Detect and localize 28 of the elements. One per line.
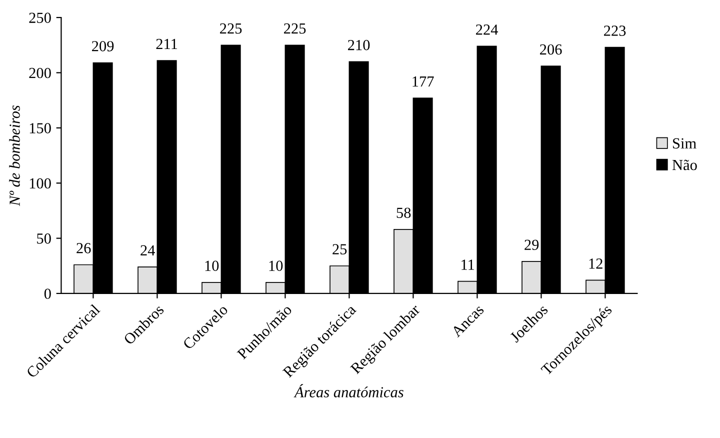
legend-label: Sim bbox=[673, 138, 696, 149]
y-tick-label: 100 bbox=[30, 178, 51, 189]
data-label: 223 bbox=[604, 26, 626, 36]
data-label: 177 bbox=[412, 76, 434, 87]
data-label: 225 bbox=[220, 23, 242, 34]
data-label: 29 bbox=[524, 240, 539, 250]
data-label: 24 bbox=[140, 245, 155, 256]
data-label: 58 bbox=[396, 208, 411, 218]
data-label: 224 bbox=[476, 24, 498, 35]
data-label: 209 bbox=[92, 41, 114, 52]
data-label: 11 bbox=[462, 260, 474, 270]
legend-label: Não bbox=[672, 160, 697, 170]
y-axis-title: Nº de bombeiros bbox=[9, 105, 20, 206]
y-tick-label: 0 bbox=[44, 288, 51, 299]
data-label: 12 bbox=[589, 258, 602, 269]
data-label: 211 bbox=[156, 38, 178, 49]
y-tick-label: 150 bbox=[30, 123, 51, 134]
data-label: 10 bbox=[205, 260, 219, 271]
y-tick-label: 50 bbox=[37, 233, 51, 244]
data-label: 25 bbox=[332, 244, 347, 254]
data-label: 26 bbox=[76, 243, 91, 254]
y-tick-label: 200 bbox=[29, 68, 51, 78]
data-label: 210 bbox=[348, 40, 370, 50]
data-label: 206 bbox=[540, 44, 562, 55]
data-label: 10 bbox=[269, 260, 283, 271]
x-axis-title: Áreas anatómicas bbox=[294, 384, 404, 398]
y-tick-label: 250 bbox=[29, 12, 51, 23]
data-label: 225 bbox=[284, 23, 306, 34]
